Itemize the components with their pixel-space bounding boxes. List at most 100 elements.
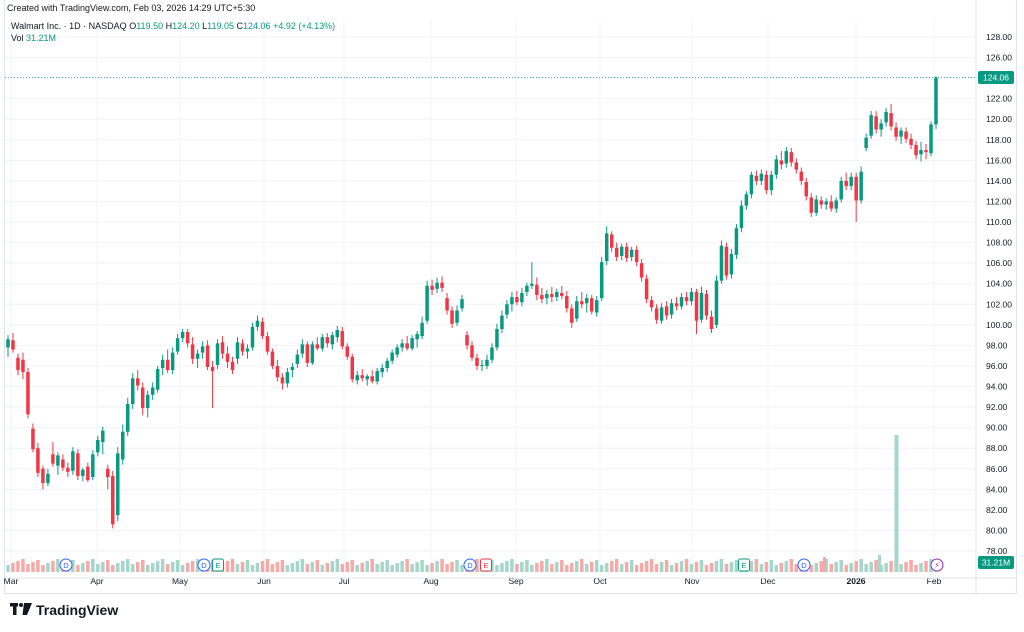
volume-bar: [674, 563, 679, 572]
candle-body: [560, 292, 564, 297]
candle-body: [66, 467, 70, 472]
candle-body: [879, 123, 883, 130]
volume-bar: [510, 559, 514, 572]
candle-body: [769, 174, 774, 191]
candle-body: [205, 345, 210, 367]
volume-bar: [619, 564, 624, 572]
candle-body: [684, 297, 689, 302]
volume-bar: [704, 565, 709, 572]
y-tick-label: 98.00: [986, 340, 1008, 350]
candle-body: [390, 352, 394, 361]
candle-body: [555, 291, 559, 298]
volume-spike-bar: [894, 435, 899, 572]
candle-body: [859, 171, 863, 201]
volume-bar: [315, 560, 320, 572]
volume-bar: [395, 563, 399, 572]
candle-body: [125, 403, 130, 432]
candle-body: [405, 343, 409, 349]
candle-body: [26, 372, 30, 415]
dividend-marker-label: D: [201, 561, 207, 570]
volume-bar: [545, 559, 549, 572]
x-tick-label: 2026: [847, 576, 866, 586]
volume-bar: [649, 559, 654, 572]
candle-body: [445, 298, 449, 311]
y-tick-label: 118.00: [986, 135, 1012, 145]
candle-body: [585, 298, 589, 304]
candle-body: [81, 469, 85, 476]
volume-bar: [659, 562, 664, 572]
earnings-marker: [738, 558, 750, 572]
candle-body: [460, 299, 464, 309]
volume-bar: [121, 561, 125, 572]
candle-body: [76, 453, 80, 476]
candle-body: [919, 150, 923, 155]
volume-bar: [614, 559, 619, 572]
volume-bar: [435, 561, 439, 572]
candle-body: [724, 246, 729, 276]
candle-body: [160, 359, 165, 369]
open-label: O: [129, 21, 137, 31]
dividend-marker: [197, 558, 211, 572]
candle-body: [355, 375, 359, 381]
candle-body: [530, 283, 534, 286]
candle-body: [839, 180, 843, 200]
candle-body: [96, 439, 100, 453]
volume-bar: [101, 562, 105, 572]
earnings-marker: [212, 558, 224, 572]
candle-body: [56, 455, 60, 466]
volume-bar: [475, 559, 479, 572]
candle-body: [91, 454, 95, 477]
volume-bar: [145, 565, 150, 572]
volume-bar: [440, 559, 444, 572]
candle-body: [694, 291, 699, 321]
candle-body: [470, 345, 474, 358]
candle-body: [739, 205, 744, 229]
y-tick-label: 102.00: [986, 299, 1012, 309]
volume-bar: [570, 563, 574, 572]
volume-bar: [634, 565, 639, 572]
y-tick-label: 96.00: [986, 361, 1008, 371]
candle-body: [260, 321, 265, 337]
volume-bar: [430, 563, 434, 572]
volume-bar: [694, 562, 699, 572]
candle-body: [71, 451, 75, 471]
candle-body: [430, 285, 434, 290]
candle-body: [520, 292, 524, 303]
candle-body: [829, 201, 833, 209]
volume-bar: [21, 559, 25, 572]
candle-body: [709, 316, 714, 329]
volume-bar: [899, 564, 903, 572]
volume-bar: [345, 562, 350, 572]
candle-body: [400, 343, 404, 348]
candle-body: [190, 344, 195, 359]
candle-body: [759, 173, 764, 181]
candle-body: [225, 353, 230, 362]
volume-bar: [385, 560, 389, 572]
candle-body: [6, 339, 10, 348]
candle-body: [480, 364, 484, 366]
volume-bar: [76, 565, 80, 572]
volume-label[interactable]: Vol: [11, 33, 24, 43]
x-tick-label: Feb: [927, 576, 942, 586]
tradingview-logo[interactable]: TradingView: [10, 602, 118, 618]
candle-body: [440, 282, 444, 288]
dividend-marker: [59, 558, 73, 572]
volume-bar: [305, 564, 310, 572]
volume-bar: [859, 559, 863, 572]
candle-body: [834, 200, 838, 209]
dividend-marker-label: D: [63, 561, 69, 570]
candle-body: [799, 171, 804, 181]
candle-body: [410, 338, 414, 349]
volume-bar: [420, 560, 424, 572]
volume-bar: [520, 562, 524, 572]
y-tick-label: 122.00: [986, 94, 1012, 104]
volume-bar: [175, 560, 180, 572]
candle-body: [674, 303, 679, 307]
candle-body: [380, 368, 384, 373]
high-value: 124.20: [172, 21, 200, 31]
symbol-label[interactable]: Walmart Inc. · 1D · NASDAQ: [11, 21, 127, 31]
volume-bar: [839, 560, 843, 572]
candle-body: [764, 174, 769, 191]
candle-body: [575, 301, 579, 319]
